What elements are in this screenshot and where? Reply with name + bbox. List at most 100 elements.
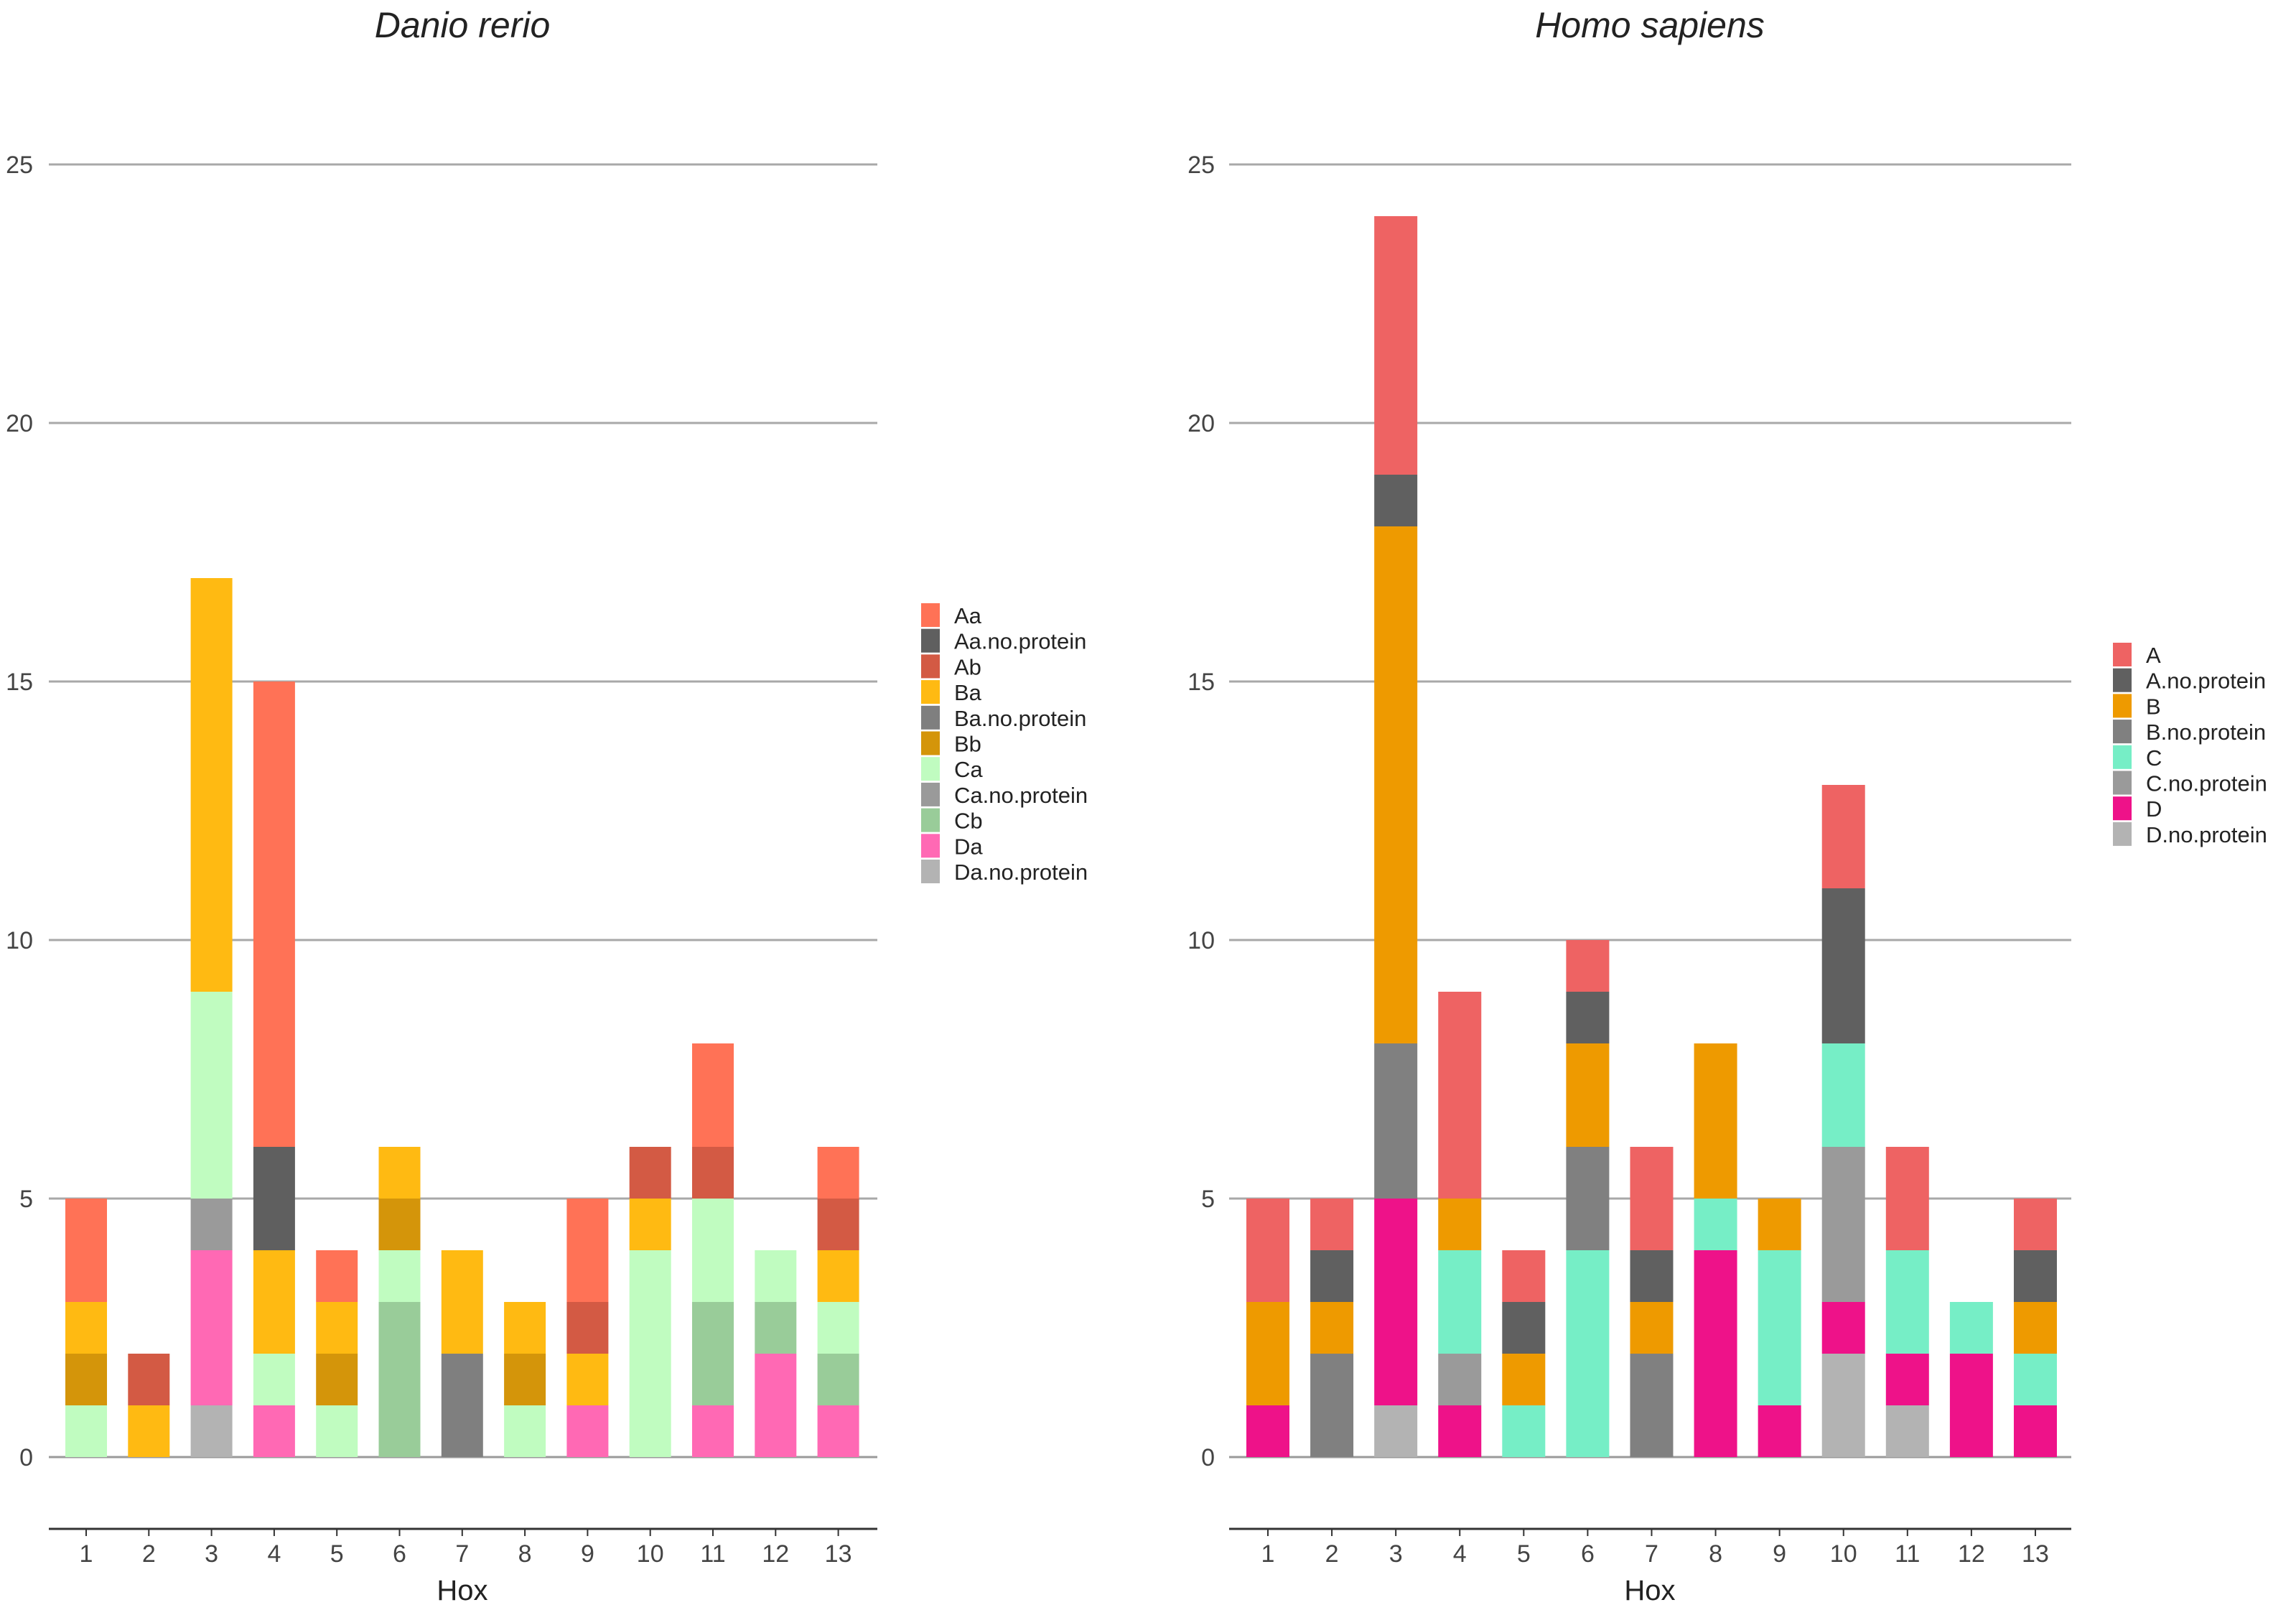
bar-segment: [65, 1354, 107, 1405]
legend-swatch: [921, 834, 940, 858]
bar-segment: [1438, 1354, 1482, 1405]
x-axis-label: Hox: [437, 1575, 487, 1605]
bar-segment: [1630, 1354, 1674, 1457]
bar-segment: [2013, 1199, 2057, 1250]
chart-title: Danio rerio: [375, 5, 551, 45]
x-tick-label: 1: [80, 1540, 93, 1568]
x-tick-label: 6: [393, 1540, 406, 1568]
x-tick-label: 4: [267, 1540, 281, 1568]
bar-segment: [1694, 1199, 1737, 1250]
bar-segment: [1374, 526, 1418, 1043]
bar-segment: [1246, 1199, 1289, 1302]
legend-label: Da.no.protein: [954, 860, 1088, 885]
bar-segment: [1694, 1250, 1737, 1457]
bar-segment: [316, 1405, 358, 1457]
bar-segment: [1630, 1147, 1674, 1250]
x-tick-label: 6: [1581, 1540, 1595, 1568]
bar-segment: [566, 1354, 609, 1405]
bar-segment: [504, 1354, 546, 1405]
legend: AA.no.proteinBB.no.proteinCC.no.proteinD…: [2113, 643, 2267, 847]
bar-segment: [190, 1405, 233, 1457]
bar-segment: [190, 1199, 233, 1250]
legend-label: C: [2146, 745, 2162, 771]
bar-segment: [316, 1302, 358, 1354]
bar-segment: [1566, 1250, 1610, 1457]
y-tick-label: 0: [1201, 1444, 1215, 1471]
bar-segment: [253, 1405, 295, 1457]
bar-segment: [190, 992, 233, 1199]
legend-swatch: [921, 654, 940, 679]
legend-swatch: [921, 808, 940, 832]
legend-swatch: [921, 757, 940, 781]
legend-swatch: [921, 860, 940, 883]
x-tick-label: 11: [700, 1540, 725, 1568]
bar-segment: [1566, 1043, 1610, 1147]
bar-segment: [1374, 1405, 1418, 1457]
legend-label: Ca: [954, 757, 983, 782]
legend-swatch: [2113, 643, 2132, 666]
bar-segment: [1885, 1147, 1929, 1250]
bar-segment: [128, 1405, 170, 1457]
bar-segment: [2013, 1405, 2057, 1457]
y-tick-label: 5: [1201, 1186, 1215, 1213]
x-tick-label: 5: [330, 1540, 344, 1568]
legend-label: Ab: [954, 654, 981, 679]
bar-segment: [1694, 1043, 1737, 1199]
legend-label: Ba.no.protein: [954, 706, 1086, 731]
bar-segment: [817, 1199, 859, 1250]
bar-segment: [316, 1250, 358, 1302]
bar-segment: [1821, 1302, 1865, 1354]
bar-segment: [1310, 1354, 1354, 1457]
bar-segment: [1502, 1302, 1546, 1354]
legend-label: Aa: [954, 603, 982, 628]
bar-segment: [566, 1302, 609, 1354]
legend-label: Cb: [954, 809, 983, 834]
bar-segment: [190, 578, 233, 992]
x-tick-label: 4: [1453, 1540, 1467, 1568]
bar-segment: [1374, 475, 1418, 526]
bar-segment: [1630, 1250, 1674, 1302]
bar-segment: [253, 1354, 295, 1405]
bar-segment: [128, 1354, 170, 1405]
bar-segment: [1246, 1302, 1289, 1405]
x-tick-label: 10: [637, 1540, 664, 1568]
bar-segment: [2013, 1302, 2057, 1354]
legend-label: D: [2146, 796, 2162, 822]
bar-segment: [65, 1199, 107, 1302]
x-axis-label: Hox: [1624, 1575, 1675, 1605]
bar-segment: [1374, 1043, 1418, 1199]
bar-segment: [190, 1250, 233, 1405]
bar-segment: [1438, 1199, 1482, 1250]
bar-segment: [1502, 1354, 1546, 1405]
legend-label: D.no.protein: [2146, 822, 2267, 847]
legend-label: Da: [954, 834, 983, 859]
bar-segment: [755, 1354, 797, 1457]
bar-segment: [817, 1302, 859, 1354]
legend-label: C.no.protein: [2146, 771, 2267, 796]
legend-label: A.no.protein: [2146, 669, 2266, 694]
bar-segment: [1374, 1199, 1418, 1405]
bar-segment: [504, 1302, 546, 1354]
bar-segment: [1630, 1302, 1674, 1354]
bar-segment: [316, 1354, 358, 1405]
bar-segment: [692, 1199, 734, 1302]
bar-segment: [253, 1147, 295, 1250]
legend-swatch: [2113, 796, 2132, 821]
bar-segment: [1821, 888, 1865, 1043]
bar-segment: [1566, 992, 1610, 1043]
legend-swatch: [921, 731, 940, 755]
bar-segment: [1374, 216, 1418, 475]
y-tick-label: 10: [1187, 927, 1215, 954]
bar-segment: [755, 1250, 797, 1302]
x-tick-label: 3: [1389, 1540, 1403, 1568]
y-tick-label: 25: [6, 152, 33, 179]
legend-label: B: [2146, 694, 2161, 719]
bar-segment: [817, 1354, 859, 1405]
y-tick-label: 20: [6, 410, 33, 437]
legend-swatch: [921, 705, 940, 730]
bar-segment: [1949, 1302, 1993, 1354]
legend-swatch: [2113, 668, 2132, 692]
